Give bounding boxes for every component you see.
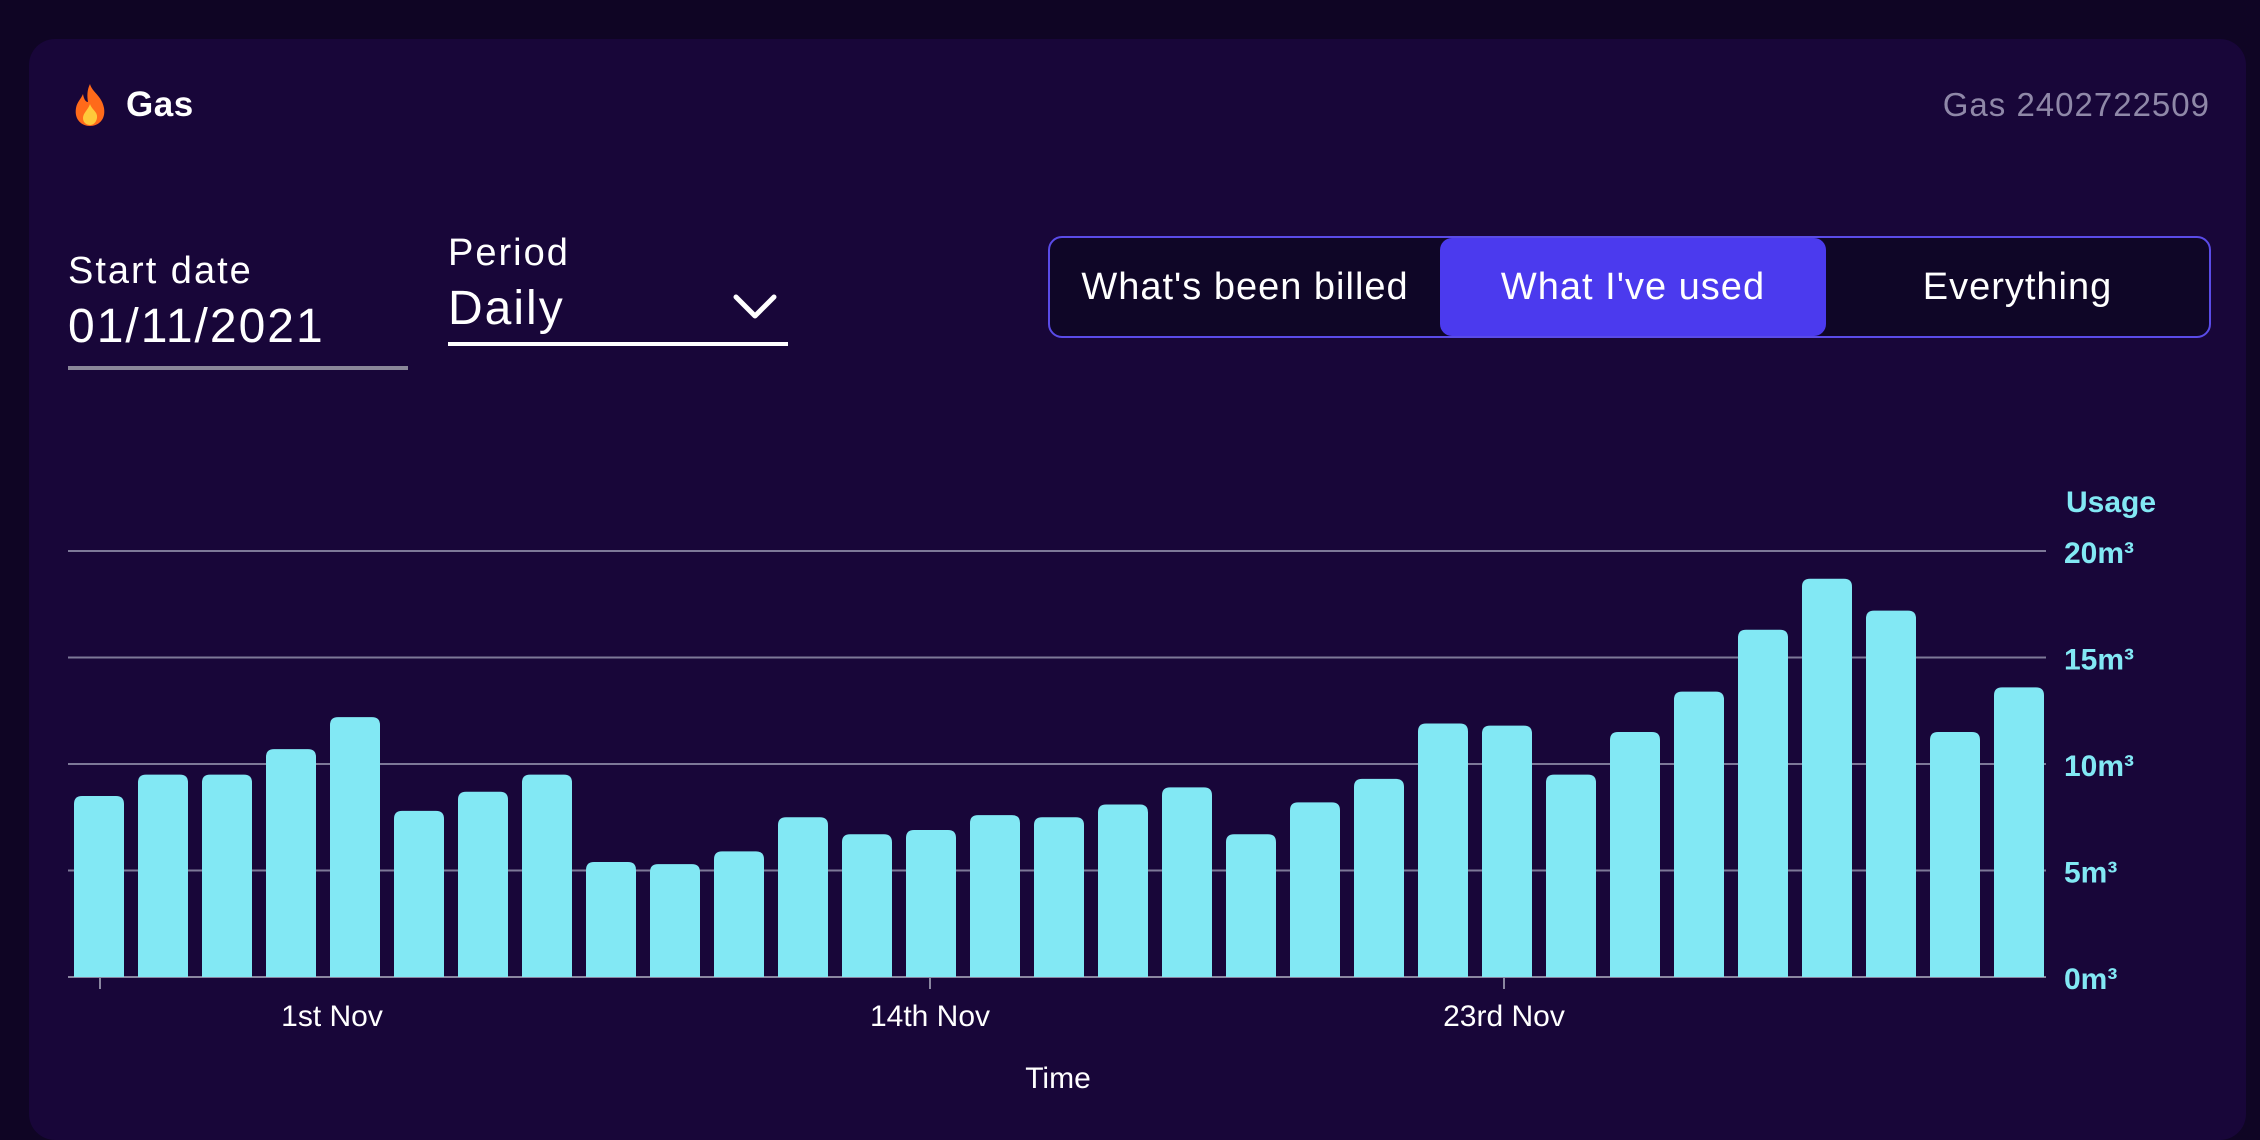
bar <box>138 774 188 977</box>
bar <box>74 795 124 977</box>
bar <box>1418 723 1468 977</box>
y-tick-label: 20m³ <box>2064 537 2134 570</box>
bar <box>842 834 892 977</box>
bar <box>586 861 636 977</box>
y-tick-label: 5m³ <box>2064 857 2117 890</box>
bar <box>714 851 764 977</box>
period-select[interactable]: Period Daily <box>448 232 788 346</box>
view-toggle: What's been billed What I've used Everyt… <box>1048 236 2211 338</box>
x-tick-label: 14th Nov <box>870 1000 990 1033</box>
y-tick-label: 10m³ <box>2064 750 2134 783</box>
start-date-field[interactable]: Start date 01/11/2021 <box>68 250 408 370</box>
bar <box>330 717 380 977</box>
toggle-used[interactable]: What I've used <box>1440 238 1826 336</box>
bar <box>1674 691 1724 977</box>
period-value[interactable]: Daily <box>448 282 565 335</box>
bar <box>1546 774 1596 977</box>
bar <box>202 774 252 977</box>
start-date-label: Start date <box>68 250 253 292</box>
bar <box>650 864 700 977</box>
card-title: Gas <box>126 85 194 124</box>
bar <box>1994 687 2044 977</box>
bar <box>266 749 316 977</box>
bar <box>1610 732 1660 977</box>
bar <box>522 774 572 977</box>
bar <box>1290 802 1340 977</box>
bar <box>1226 834 1276 977</box>
meter-id: Gas 2402722509 <box>1942 86 2210 123</box>
bar <box>778 817 828 977</box>
flame-icon <box>75 84 105 126</box>
start-date-value[interactable]: 01/11/2021 <box>68 300 325 353</box>
bar <box>1738 629 1788 977</box>
bar <box>906 830 956 977</box>
x-tick-label: 1st Nov <box>281 1000 383 1033</box>
bar <box>1930 732 1980 977</box>
bar <box>1098 804 1148 977</box>
y-tick-label: 15m³ <box>2064 644 2134 677</box>
bar <box>1034 817 1084 977</box>
bar <box>1866 610 1916 977</box>
bar <box>1354 778 1404 977</box>
bar <box>970 815 1020 977</box>
toggle-everything[interactable]: Everything <box>1922 265 2113 308</box>
y-axis-title: Usage <box>2066 486 2156 519</box>
bar <box>394 810 444 977</box>
card-header: Gas <box>68 82 194 128</box>
period-label: Period <box>448 232 570 274</box>
chevron-down-icon[interactable] <box>732 291 778 321</box>
x-tick-label: 23rd Nov <box>1443 1000 1565 1033</box>
bar <box>1802 578 1852 977</box>
bar <box>1482 725 1532 977</box>
bar <box>1162 787 1212 977</box>
x-axis-title: Time <box>1025 1062 1091 1095</box>
bar <box>458 791 508 977</box>
toggle-billed[interactable]: What's been billed <box>1081 265 1409 308</box>
y-tick-label: 0m³ <box>2064 963 2117 996</box>
